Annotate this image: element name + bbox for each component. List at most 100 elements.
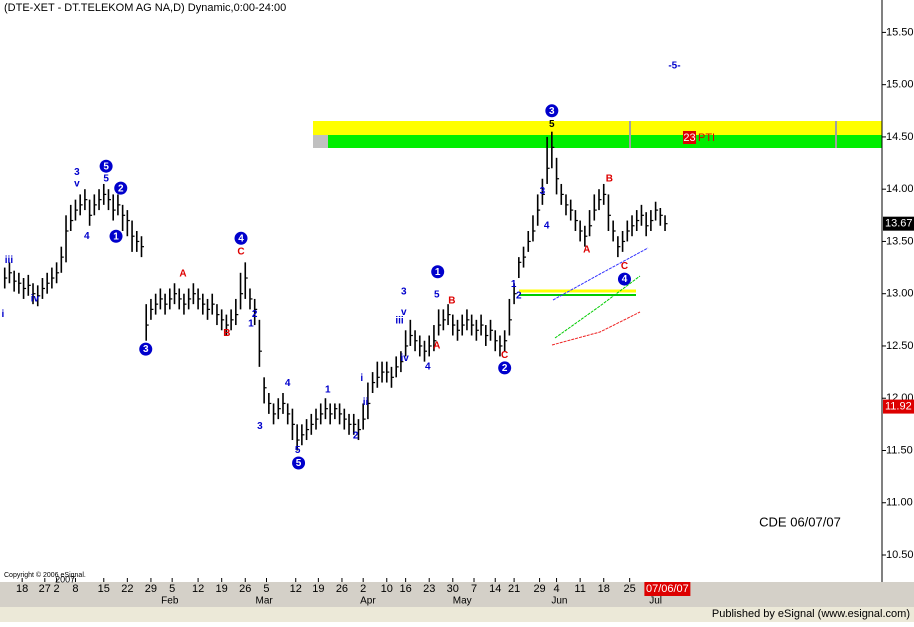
wave-label: 1 bbox=[248, 319, 254, 330]
x-tick-label: 5 bbox=[169, 583, 175, 595]
wave-label: i bbox=[360, 373, 363, 384]
wave-label: 3 bbox=[257, 421, 263, 432]
wave-label: B bbox=[606, 173, 613, 184]
wave-label: 1 bbox=[435, 267, 441, 278]
chart-title: (DTE-XET - DT.TELEKOM AG NA,D) Dynamic,0… bbox=[4, 2, 286, 14]
y-tick-label: 13.00 bbox=[886, 288, 914, 300]
x-tick-label: 29 bbox=[533, 583, 545, 595]
month-label: Feb bbox=[161, 596, 179, 607]
x-tick-label: 2 bbox=[360, 583, 366, 595]
wave-label: iii bbox=[5, 255, 14, 266]
wave-label: A bbox=[433, 341, 440, 352]
x-tick-label: 19 bbox=[216, 583, 228, 595]
wave-label: 2 bbox=[502, 363, 508, 374]
wave-label: 3 bbox=[549, 106, 555, 117]
y-tick-label: 15.50 bbox=[886, 26, 914, 38]
zone-yellow bbox=[313, 121, 882, 135]
wave-label: C bbox=[501, 350, 508, 361]
wave-label: 5 bbox=[103, 161, 109, 172]
last-date-box bbox=[644, 582, 691, 596]
wave-label: iv bbox=[31, 294, 40, 305]
wave-label: B bbox=[223, 328, 230, 339]
wave-label: 5 bbox=[296, 458, 302, 469]
wave-label: 5 bbox=[434, 289, 440, 300]
wave-circle bbox=[617, 272, 631, 286]
x-tick-label: 4 bbox=[553, 583, 559, 595]
trend-line bbox=[551, 311, 641, 346]
zone-grey bbox=[313, 135, 328, 148]
wave-label: B bbox=[448, 296, 455, 307]
footer: Published by eSignal (www.esignal.com) bbox=[712, 608, 910, 620]
wave-label: 3 bbox=[74, 167, 80, 178]
x-tick-label: 18 bbox=[598, 583, 610, 595]
zone-green bbox=[313, 135, 882, 148]
wave-label: 1 bbox=[325, 385, 331, 396]
wave-circle bbox=[114, 181, 128, 195]
x-tick-label: 23 bbox=[423, 583, 435, 595]
x-tick-label: 11 bbox=[574, 583, 585, 595]
wave-label: 4 bbox=[84, 231, 90, 242]
wave-label: 5 bbox=[549, 119, 555, 130]
wave-label: 2 bbox=[353, 430, 359, 441]
x-tick-label: 2 bbox=[54, 583, 60, 595]
y-tick-label: 11.50 bbox=[886, 444, 913, 456]
wave-label: A bbox=[583, 244, 590, 255]
y-tick-label: 10.50 bbox=[886, 549, 914, 561]
wave-circle bbox=[109, 229, 123, 243]
wave-label: v bbox=[401, 307, 407, 318]
month-label: Apr bbox=[360, 596, 376, 607]
wave-label: i bbox=[1, 309, 4, 320]
marker-price: 11.92 bbox=[885, 400, 912, 412]
month-label: Jun bbox=[551, 596, 567, 607]
wave-label: 1 bbox=[113, 231, 119, 242]
last-date: 07/06/07 bbox=[646, 583, 689, 595]
wave-circle bbox=[139, 342, 153, 356]
wave-label: iv bbox=[401, 353, 410, 364]
wave-circle bbox=[99, 159, 113, 173]
x-tick-label: 18 bbox=[16, 583, 28, 595]
y-tick-label: 15.00 bbox=[886, 79, 914, 91]
zone-count: 23 bbox=[683, 132, 695, 144]
last-price-box bbox=[883, 216, 914, 231]
y-tick-label: 14.00 bbox=[886, 183, 914, 195]
x-tick-label: 12 bbox=[290, 583, 302, 595]
zone-count-box bbox=[683, 131, 696, 144]
x-tick-label: 12 bbox=[192, 583, 204, 595]
stamp: CDE 06/07/07 bbox=[759, 514, 841, 529]
wave-label: 4 bbox=[238, 233, 244, 244]
month-label: 2007 bbox=[55, 574, 75, 584]
wave-label: 4 bbox=[622, 274, 628, 285]
wave-label: 3 bbox=[401, 286, 407, 297]
x-tick-label: 26 bbox=[239, 583, 251, 595]
x-tick-label: 22 bbox=[121, 583, 133, 595]
wave-label: v bbox=[74, 179, 80, 190]
x-tick-label: 14 bbox=[489, 583, 501, 595]
wave-label: 5 bbox=[103, 173, 109, 184]
y-tick-label: 13.50 bbox=[886, 235, 914, 247]
x-tick-label: 26 bbox=[336, 583, 348, 595]
x-tick-label: 21 bbox=[508, 583, 520, 595]
month-label: Mar bbox=[256, 596, 274, 607]
wave-label: 1 bbox=[511, 279, 517, 290]
wave-label: 4 bbox=[544, 220, 550, 231]
wave-label: 2 bbox=[516, 290, 522, 301]
x-tick-label: 30 bbox=[447, 583, 459, 595]
wave-label: 5 bbox=[295, 445, 301, 456]
x-tick-label: 16 bbox=[400, 583, 412, 595]
x-tick-label: 19 bbox=[312, 583, 324, 595]
wave-label: 3 bbox=[540, 186, 546, 197]
wave-label: 2 bbox=[252, 309, 258, 320]
zone-label: PTI bbox=[698, 132, 715, 144]
wave-label: C bbox=[621, 261, 628, 272]
y-tick-label: 11.00 bbox=[886, 497, 913, 509]
wave-label: C bbox=[237, 247, 244, 258]
wave-label: ii bbox=[363, 397, 369, 408]
wave-label: A bbox=[179, 268, 186, 279]
wave-circle bbox=[431, 265, 445, 279]
x-tick-label: 25 bbox=[624, 583, 636, 595]
x-tick-label: 15 bbox=[98, 583, 110, 595]
footer-bar bbox=[0, 607, 914, 622]
x-tick-label: 7 bbox=[471, 583, 477, 595]
